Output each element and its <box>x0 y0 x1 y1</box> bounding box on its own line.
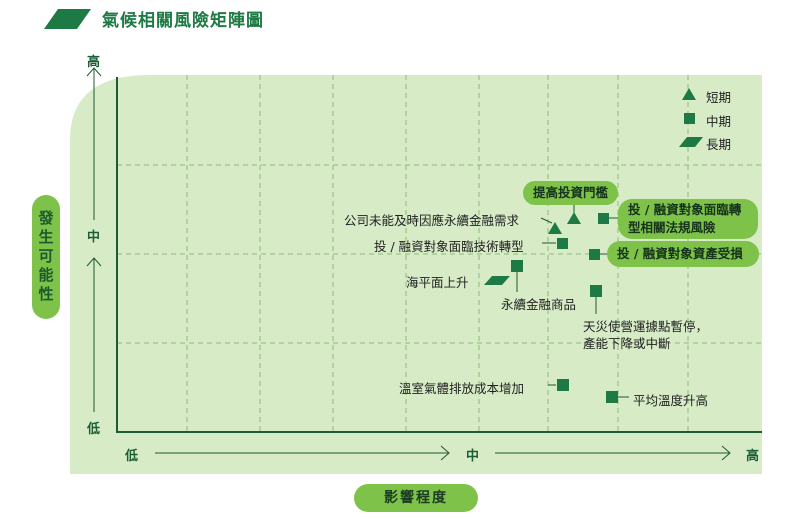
legend-parallelogram-icon <box>679 137 703 147</box>
risk-label-raise-investment-threshold: 提高投資門檻 <box>523 181 619 205</box>
legend-triangle-icon <box>682 88 696 100</box>
legend-long-label: 長期 <box>706 137 732 152</box>
marker-medium-1 <box>598 213 609 224</box>
marker-medium-2 <box>557 238 568 249</box>
legend-medium-label: 中期 <box>706 114 732 129</box>
risk-label-sea-level-rise: 海平面上升 <box>406 275 469 290</box>
plot-background <box>70 75 762 474</box>
risk-label-transition-regulation: 投 / 融資對象面臨轉 型相關法規風險 <box>618 199 758 239</box>
risk-label-sustainable-finance-demand: 公司未能及時因應永續金融需求 <box>344 213 520 228</box>
title-parallelogram-icon <box>44 9 91 29</box>
risk-label-sustainable-products: 永續金融商品 <box>501 297 577 312</box>
x-axis-arrows <box>155 445 731 461</box>
x-high-label: 高 <box>746 449 760 464</box>
y-high-label: 高 <box>87 55 101 70</box>
legend-short-label: 短期 <box>706 90 732 105</box>
marker-short-2 <box>567 212 581 224</box>
grid-lines <box>117 75 762 432</box>
risk-label-disaster-disruption: 天災使營運據點暫停， 產能下降或中斷 <box>583 319 709 351</box>
marker-medium-6 <box>557 379 569 391</box>
page-title: 氣候相關風險矩陣圖 <box>102 11 264 31</box>
legend-square-icon <box>684 113 695 124</box>
connector-lines <box>516 205 629 398</box>
risk-label-ghg-cost: 溫室氣體排放成本增加 <box>399 381 525 396</box>
x-axis-title: 影響程度 <box>354 484 478 512</box>
x-mid-label: 中 <box>466 449 480 464</box>
risk-markers <box>484 212 618 403</box>
risk-label-asset-damage: 投 / 融資對象資產受損 <box>607 241 759 267</box>
marker-long-1 <box>484 276 510 285</box>
risk-label-temperature-rise: 平均溫度升高 <box>633 393 709 408</box>
y-low-label: 低 <box>87 422 101 437</box>
marker-short-1 <box>548 222 562 234</box>
marker-medium-4 <box>511 260 523 272</box>
y-axis-title: 發 生 可 能 性 <box>32 195 60 319</box>
marker-medium-7 <box>606 391 618 403</box>
risk-label-technology-transition: 投 / 融資對象面臨技術轉型 <box>374 239 524 254</box>
marker-medium-3 <box>589 249 600 260</box>
y-axis-arrows <box>86 67 102 412</box>
marker-medium-5 <box>590 285 602 297</box>
y-mid-label: 中 <box>87 230 101 245</box>
x-low-label: 低 <box>125 449 139 464</box>
